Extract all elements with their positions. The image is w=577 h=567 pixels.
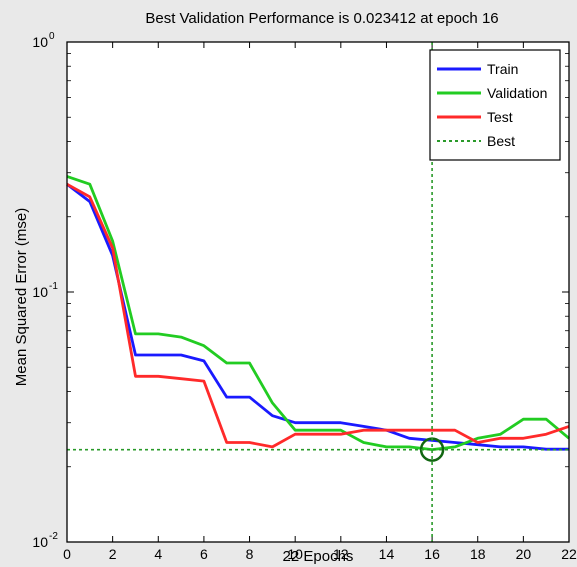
- legend-label-validation: Validation: [487, 85, 547, 101]
- best-marker-layer: [67, 42, 569, 542]
- series-test-line: [66, 182, 570, 449]
- series-validation-line: [66, 175, 570, 452]
- legend: Train Validation Test Best: [429, 49, 561, 161]
- y-tick-exponent-2: -2: [49, 531, 58, 542]
- y-tick-exponent-0: 0: [49, 31, 55, 42]
- y-tick-label-0: 10: [32, 34, 48, 50]
- y-tick-label-1: 10: [32, 284, 48, 300]
- x-tick-labels: 0 2 4 6 8 10 12 14 16 18 20 22: [63, 546, 577, 562]
- x-tick-label-7: 14: [379, 546, 395, 562]
- x-tick-label-9: 18: [470, 546, 486, 562]
- legend-label-best: Best: [487, 133, 515, 149]
- legend-label-train: Train: [487, 61, 518, 77]
- x-tick-label-4: 8: [246, 546, 254, 562]
- x-tick-label-1: 2: [109, 546, 117, 562]
- x-axis-label: 22 Epochs: [283, 548, 354, 565]
- y-tick-label-2: 10: [32, 534, 48, 550]
- chart-title: Best Validation Performance is 0.023412 …: [145, 10, 498, 27]
- x-tick-label-5: 10: [287, 546, 303, 562]
- x-tick-label-8: 16: [424, 546, 440, 562]
- x-tick-label-11: 22: [561, 546, 577, 562]
- x-tick-label-0: 0: [63, 546, 71, 562]
- axis-ticks: [66, 41, 570, 543]
- y-tick-exponent-1: -1: [49, 281, 58, 292]
- x-tick-label-6: 12: [333, 546, 349, 562]
- plot-frame: [66, 41, 570, 543]
- x-tick-label-2: 4: [154, 546, 162, 562]
- series-train-line: [66, 183, 569, 451]
- x-tick-label-3: 6: [200, 546, 208, 562]
- y-axis-label: Mean Squared Error (mse): [13, 208, 30, 386]
- x-tick-label-10: 20: [516, 546, 532, 562]
- legend-label-test: Test: [487, 109, 513, 125]
